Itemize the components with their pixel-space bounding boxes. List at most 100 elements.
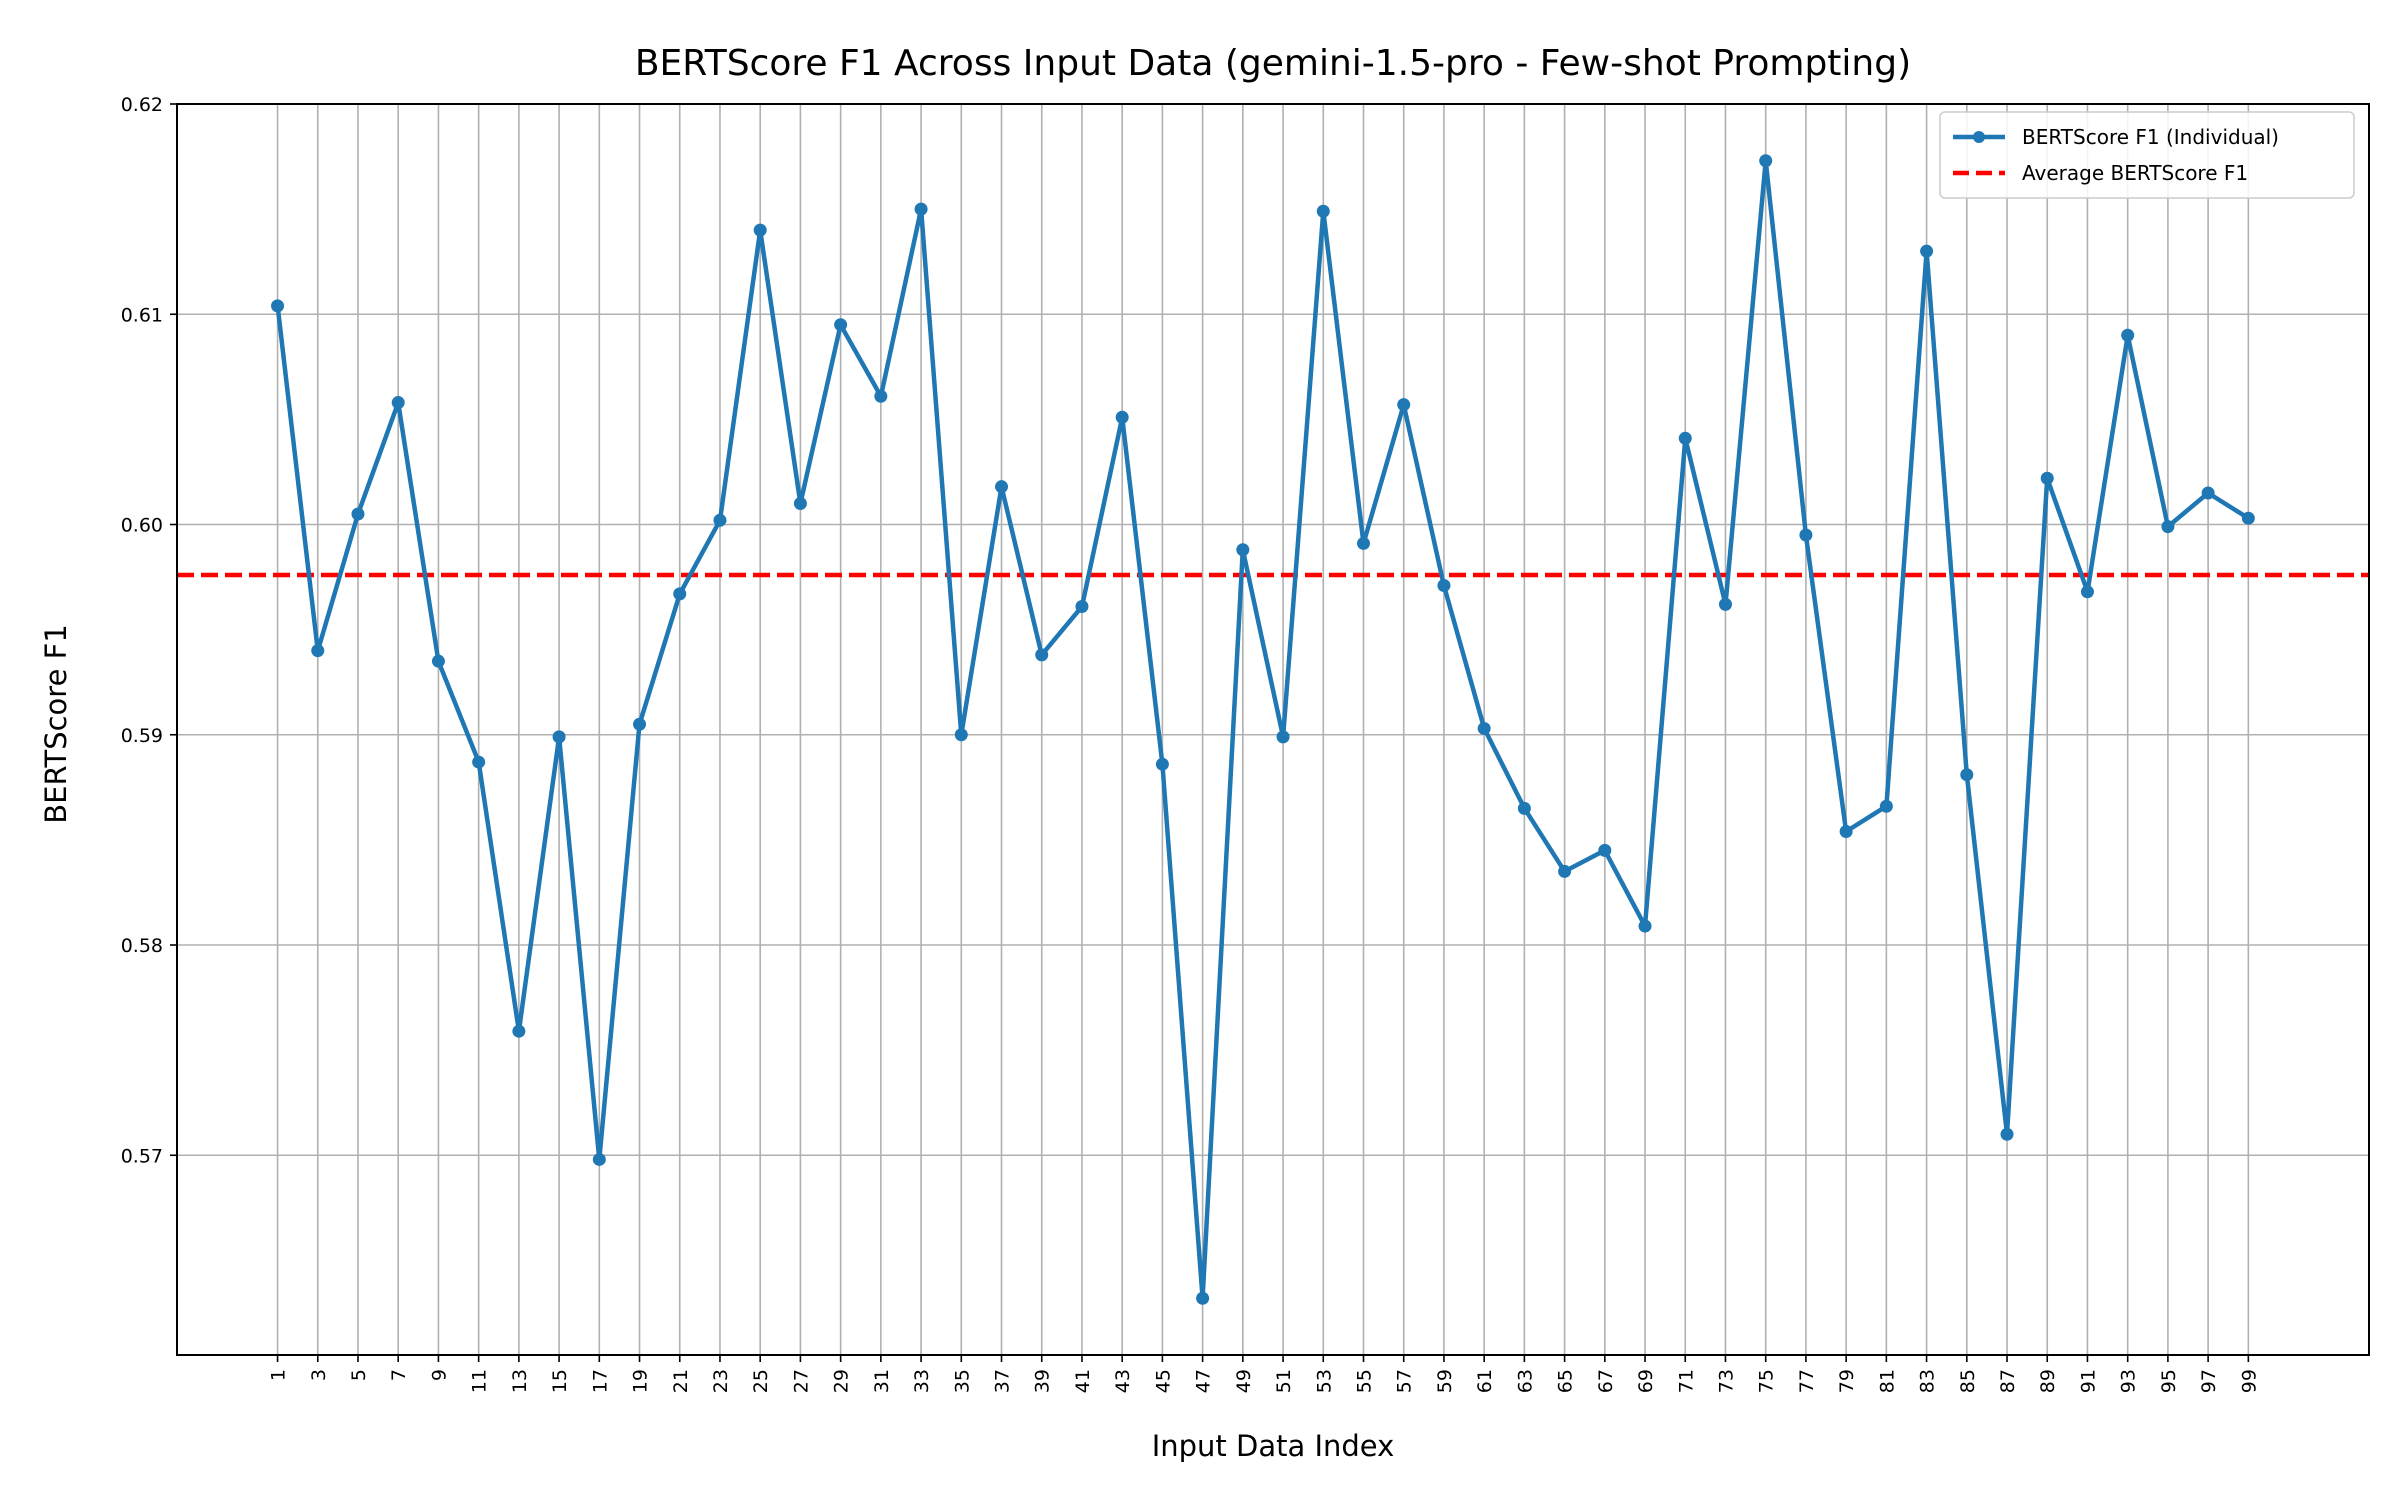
data-point bbox=[1598, 843, 1612, 857]
x-tick-label: 3 bbox=[308, 1369, 330, 1381]
x-tick-label: 83 bbox=[1917, 1369, 1939, 1393]
x-tick-label: 47 bbox=[1193, 1369, 1215, 1393]
y-tick-label: 0.58 bbox=[121, 935, 163, 957]
data-point bbox=[472, 755, 486, 769]
series-layer bbox=[271, 154, 2255, 1305]
y-axis-label: BERTScore F1 bbox=[39, 624, 73, 824]
data-point bbox=[2121, 328, 2135, 342]
y-tick-label: 0.62 bbox=[121, 94, 163, 116]
x-tick-label: 89 bbox=[2037, 1369, 2059, 1393]
data-point bbox=[633, 717, 647, 731]
data-point bbox=[914, 202, 928, 216]
data-point bbox=[391, 396, 405, 410]
data-point bbox=[1035, 648, 1049, 662]
x-tick-label: 81 bbox=[1876, 1369, 1898, 1393]
data-point bbox=[552, 730, 566, 744]
legend-box bbox=[1939, 111, 2355, 199]
x-tick-label: 61 bbox=[1474, 1369, 1496, 1393]
data-point bbox=[2201, 486, 2215, 500]
data-point bbox=[271, 299, 285, 313]
data-point bbox=[1517, 801, 1531, 815]
data-point bbox=[1397, 398, 1411, 412]
x-tick-label: 7 bbox=[388, 1369, 410, 1381]
data-point bbox=[1316, 204, 1330, 218]
x-tick-label: 53 bbox=[1313, 1369, 1335, 1393]
data-point bbox=[1155, 757, 1169, 771]
x-tick-label: 29 bbox=[831, 1369, 853, 1393]
data-point bbox=[1115, 410, 1129, 424]
data-point bbox=[2000, 1127, 2014, 1141]
x-tick-label: 19 bbox=[630, 1369, 652, 1393]
data-point bbox=[995, 480, 1009, 494]
data-point bbox=[592, 1152, 606, 1166]
data-point bbox=[1718, 597, 1732, 611]
data-point bbox=[1638, 919, 1652, 933]
x-tick-label: 71 bbox=[1675, 1369, 1697, 1393]
x-tick-label: 87 bbox=[1997, 1369, 2019, 1393]
legend-marker-individual bbox=[1973, 131, 1985, 143]
x-tick-label: 75 bbox=[1756, 1369, 1778, 1393]
data-point bbox=[1678, 431, 1692, 445]
x-tick-label: 95 bbox=[2158, 1369, 2180, 1393]
data-point bbox=[1477, 721, 1491, 735]
data-point bbox=[2161, 520, 2175, 534]
data-point bbox=[431, 654, 445, 668]
y-tick-label: 0.60 bbox=[121, 515, 163, 537]
data-point bbox=[1839, 824, 1853, 838]
data-point bbox=[351, 507, 365, 521]
data-point bbox=[1759, 154, 1773, 168]
data-point bbox=[1558, 864, 1572, 878]
x-tick-label: 13 bbox=[509, 1369, 531, 1393]
data-point bbox=[874, 389, 888, 403]
x-tick-label: 33 bbox=[911, 1369, 933, 1393]
data-point bbox=[1196, 1291, 1210, 1305]
x-tick-label: 49 bbox=[1233, 1369, 1255, 1393]
x-axis-label: Input Data Index bbox=[1152, 1429, 1395, 1463]
y-tick-label: 0.61 bbox=[121, 304, 163, 326]
x-tick-label: 1 bbox=[268, 1369, 290, 1381]
x-tick-label: 65 bbox=[1555, 1369, 1577, 1393]
x-tick-label: 5 bbox=[348, 1369, 370, 1381]
x-tick-label: 35 bbox=[951, 1369, 973, 1393]
legend-label-individual: BERTScore F1 (Individual) bbox=[2022, 125, 2279, 149]
data-point bbox=[793, 496, 807, 510]
x-tick-label: 41 bbox=[1072, 1369, 1094, 1393]
data-point bbox=[713, 513, 727, 527]
x-tick-label: 73 bbox=[1715, 1369, 1737, 1393]
chart-title: BERTScore F1 Across Input Data (gemini-1… bbox=[635, 43, 1911, 84]
data-point bbox=[673, 587, 687, 601]
data-point bbox=[311, 644, 325, 658]
x-tick-label: 21 bbox=[670, 1369, 692, 1393]
x-tick-label: 97 bbox=[2198, 1369, 2220, 1393]
data-point bbox=[954, 728, 968, 742]
data-point bbox=[1276, 730, 1290, 744]
series-line-individual bbox=[275, 158, 2250, 1301]
x-tick-label: 91 bbox=[2077, 1369, 2099, 1393]
x-tick-label: 17 bbox=[589, 1369, 611, 1393]
legend-label-average: Average BERTScore F1 bbox=[2022, 161, 2248, 185]
legend: BERTScore F1 (Individual) Average BERTSc… bbox=[1939, 111, 2355, 199]
data-point bbox=[2241, 511, 2255, 525]
x-tick-label: 23 bbox=[710, 1369, 732, 1393]
x-tick-label: 45 bbox=[1152, 1369, 1174, 1393]
x-axis: 1 3 5 7 9 1 1 1 3 1 5 17 19 21 23 25 27 29 3 1 3 3 3 5 3 7 3 9 41 43 4… bbox=[268, 1355, 2260, 1393]
data-point bbox=[1879, 799, 1893, 813]
x-tick-label: 43 bbox=[1112, 1369, 1134, 1393]
x-tick-label: 9 bbox=[428, 1369, 450, 1381]
x-tick-label: 27 bbox=[790, 1369, 812, 1393]
data-point bbox=[1799, 528, 1813, 542]
data-point bbox=[834, 318, 848, 332]
data-point bbox=[1437, 578, 1451, 592]
x-tick-label: 25 bbox=[750, 1369, 772, 1393]
x-tick-label: 59 bbox=[1434, 1369, 1456, 1393]
x-tick-label: 31 bbox=[871, 1369, 893, 1393]
data-point bbox=[1236, 543, 1250, 557]
x-tick-label: 63 bbox=[1514, 1369, 1536, 1393]
data-point bbox=[1075, 600, 1089, 614]
x-tick-label: 11 bbox=[469, 1369, 491, 1393]
x-tick-label: 67 bbox=[1595, 1369, 1617, 1393]
y-tick-label: 0.59 bbox=[121, 725, 163, 747]
data-point bbox=[1920, 244, 1934, 258]
x-tick-label: 15 bbox=[549, 1369, 571, 1393]
